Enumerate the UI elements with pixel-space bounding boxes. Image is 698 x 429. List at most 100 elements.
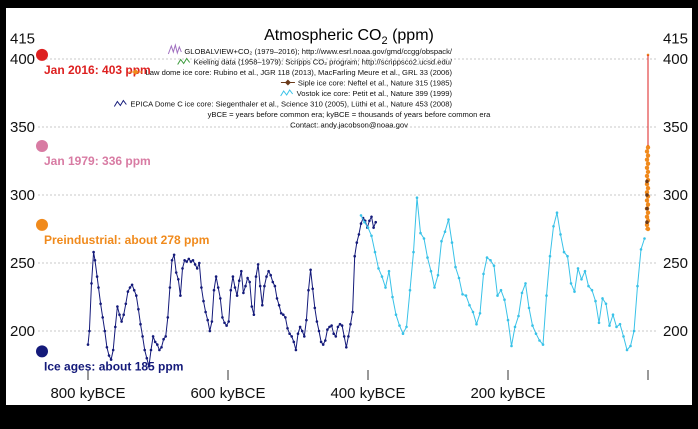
law-dome-point: [645, 169, 651, 175]
data-point: [92, 250, 95, 254]
data-point: [183, 259, 186, 262]
annotation-marker: [36, 48, 48, 61]
data-point: [357, 233, 361, 236]
data-point: [174, 271, 178, 274]
siple-point: [645, 206, 649, 211]
data-point: [315, 320, 319, 323]
data-point: [538, 339, 541, 342]
data-point: [573, 290, 576, 293]
data-point: [433, 286, 436, 289]
y-tick-left: 200: [10, 323, 35, 340]
y-axis-right: 415 400 350 300 250 200: [663, 31, 688, 340]
law-dome-point: [645, 202, 651, 207]
legend-entry-text: Siple ice core: Neftel et al., Nature 31…: [298, 79, 453, 88]
data-point: [263, 284, 266, 288]
series-line-1: [360, 197, 645, 352]
data-point: [158, 348, 161, 352]
legend-entry-text: Keeling data (1958–1979): Scripps CO₂ pr…: [194, 58, 453, 67]
data-point: [419, 231, 422, 235]
law-dome-point: [644, 214, 650, 219]
data-point: [294, 348, 298, 352]
data-point: [219, 297, 222, 300]
data-point: [198, 261, 201, 265]
data-point: [229, 288, 233, 292]
data-point: [527, 306, 531, 310]
data-point: [286, 327, 289, 330]
data-point: [510, 344, 513, 348]
data-point: [576, 267, 580, 270]
data-point: [246, 276, 249, 280]
data-point: [132, 288, 136, 292]
data-point: [319, 340, 323, 344]
data-point: [114, 325, 117, 329]
data-point: [252, 313, 256, 317]
data-point: [223, 321, 226, 325]
data-point: [643, 237, 646, 240]
law-dome-point: [645, 226, 651, 232]
data-point: [370, 234, 373, 238]
data-point: [426, 256, 429, 259]
data-point: [216, 286, 220, 289]
data-point: [298, 325, 302, 329]
x-tick-label: 800 kyBCE: [50, 385, 125, 402]
data-point: [227, 320, 230, 323]
law-dome-point: [644, 173, 650, 179]
data-point: [233, 286, 237, 289]
legend-squiggle-icon: [113, 99, 127, 107]
data-point: [355, 241, 359, 244]
data-point: [639, 248, 643, 251]
data-point: [436, 273, 440, 277]
data-point: [151, 335, 155, 338]
data-point: [164, 335, 167, 338]
data-point: [206, 318, 209, 322]
x-axis: 800 kyBCE 600 kyBCE 400 kyBCE 200 kyBCE: [50, 370, 649, 402]
data-point: [478, 312, 482, 315]
data-point: [240, 269, 243, 273]
law-dome-point: [644, 165, 650, 170]
x-tick-label: 200 kyBCE: [470, 385, 545, 402]
siple-point: [645, 193, 649, 197]
data-point: [485, 256, 489, 259]
data-point: [608, 324, 611, 327]
annotation-label: Jan 1979: 336 ppm: [44, 154, 151, 168]
data-point: [95, 275, 99, 278]
data-point: [429, 269, 433, 273]
y-tick-left: 400: [10, 51, 35, 68]
data-point: [290, 335, 294, 338]
annotation-label: Preindustrial: about 278 ppm: [44, 233, 209, 247]
data-point: [636, 284, 639, 288]
legend-scribble-icon: [167, 43, 182, 55]
data-point: [189, 260, 193, 263]
data-point: [366, 226, 370, 229]
data-point: [349, 322, 352, 326]
data-point: [86, 343, 90, 346]
data-point: [254, 275, 258, 278]
data-point: [632, 329, 636, 333]
data-point: [193, 263, 197, 266]
data-point: [506, 318, 510, 322]
data-point: [443, 230, 447, 233]
data-point: [279, 312, 283, 315]
data-point: [118, 313, 121, 317]
data-point: [200, 286, 203, 289]
y-tick-left: 415: [10, 31, 35, 48]
data-point: [88, 329, 91, 333]
data-point: [145, 356, 149, 360]
data-point: [172, 253, 176, 257]
data-point: [147, 365, 151, 368]
data-point: [370, 215, 373, 219]
law-dome-point: [645, 210, 651, 215]
data-point: [450, 241, 454, 244]
data-point: [305, 318, 308, 322]
data-point: [492, 264, 496, 268]
data-point: [391, 295, 394, 299]
data-point: [468, 303, 471, 307]
data-point: [559, 233, 562, 236]
data-point: [128, 286, 132, 289]
annotation-label: Jan 2016: 403 ppm: [44, 63, 151, 77]
data-point: [181, 267, 184, 270]
data-point: [269, 273, 273, 277]
siple-point: [645, 220, 649, 224]
